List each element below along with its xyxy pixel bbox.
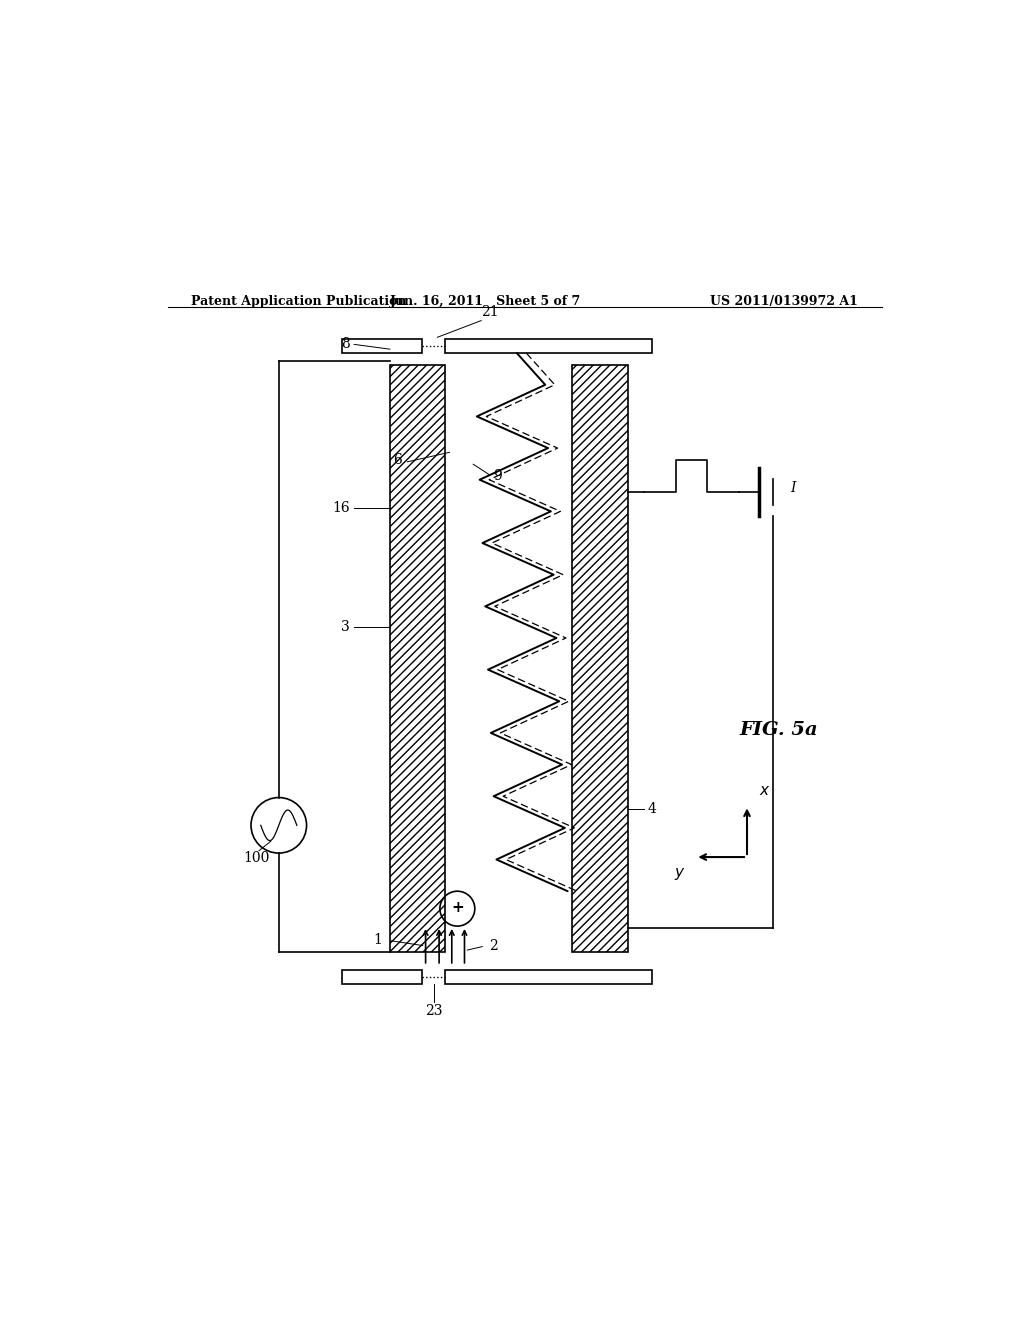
Text: 21: 21 xyxy=(481,305,499,319)
Text: 2: 2 xyxy=(489,939,498,953)
Text: 9: 9 xyxy=(494,469,502,483)
Bar xyxy=(342,339,422,354)
Text: 6: 6 xyxy=(393,453,401,467)
Text: x: x xyxy=(759,783,768,797)
Text: 1: 1 xyxy=(373,933,382,948)
Bar xyxy=(572,366,628,952)
Bar xyxy=(390,366,445,952)
Text: Patent Application Publication: Patent Application Publication xyxy=(191,296,407,308)
Text: Jun. 16, 2011   Sheet 5 of 7: Jun. 16, 2011 Sheet 5 of 7 xyxy=(389,296,581,308)
Text: 100: 100 xyxy=(243,850,269,865)
Text: I: I xyxy=(791,480,796,495)
Text: 16: 16 xyxy=(333,500,350,515)
Text: FIG. 5a: FIG. 5a xyxy=(739,721,818,739)
Text: +: + xyxy=(451,900,464,915)
Bar xyxy=(445,339,652,354)
Text: 23: 23 xyxy=(425,1005,442,1018)
Text: US 2011/0139972 A1: US 2011/0139972 A1 xyxy=(711,296,858,308)
Text: 4: 4 xyxy=(648,803,656,817)
Text: y: y xyxy=(675,865,684,880)
Text: 8: 8 xyxy=(341,338,350,351)
Bar xyxy=(445,970,652,983)
Bar xyxy=(342,970,422,983)
Text: 3: 3 xyxy=(341,620,350,634)
